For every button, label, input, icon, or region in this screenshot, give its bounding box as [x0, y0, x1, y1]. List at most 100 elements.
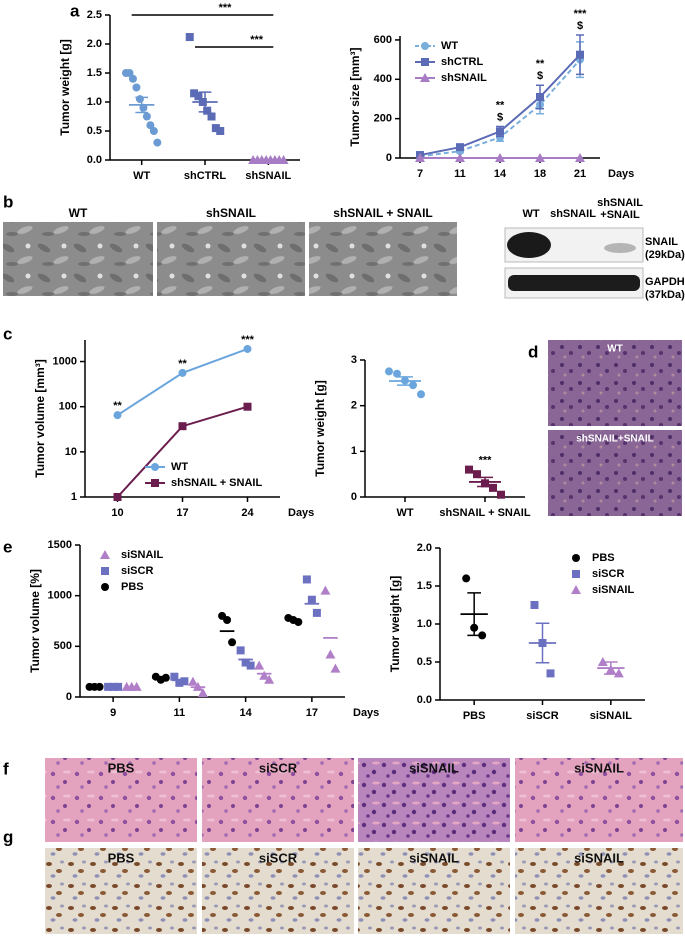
legend-label: siSCR — [592, 568, 624, 580]
point — [246, 661, 255, 670]
y-tick-label: 10 — [65, 446, 77, 458]
legend-label: shSNAIL + SNAIL — [171, 477, 262, 489]
x-tick-label: 11 — [174, 707, 186, 719]
point — [415, 153, 425, 162]
y-tick-label: 1 — [71, 491, 77, 503]
y-tick-label: 0.5 — [87, 125, 102, 137]
legend-label: shSNAIL — [441, 72, 487, 84]
point — [207, 112, 216, 121]
point — [223, 615, 232, 624]
legend-marker — [100, 550, 110, 559]
point — [203, 106, 212, 115]
point — [190, 89, 199, 98]
image-label: shSNAIL — [206, 206, 256, 220]
x-axis-label: Days — [353, 707, 379, 719]
significance: ** — [113, 400, 122, 412]
panel-label: d — [528, 342, 538, 361]
image-label: shSNAIL + SNAIL — [333, 206, 432, 220]
panel-g: PBS siSCR siSNAIL siSNAIL — [45, 848, 683, 934]
x-axis-label: Days — [608, 168, 634, 180]
y-tick-label: 1.0 — [87, 96, 102, 108]
x-tick-label: 9 — [110, 707, 116, 719]
significance: $ — [577, 20, 583, 32]
point — [307, 595, 316, 604]
lane-label: shSNAIL — [597, 197, 643, 209]
point — [385, 367, 393, 376]
point — [236, 646, 245, 655]
y-axis-label: Tumor volume [%] — [28, 569, 42, 673]
legend-marker — [572, 570, 580, 578]
y-tick-label: 200 — [374, 113, 392, 125]
panel-label: g — [3, 827, 13, 846]
point — [497, 490, 505, 499]
legend-label: PBS — [121, 581, 144, 593]
x-tick-label: 10 — [111, 507, 123, 519]
point — [325, 649, 336, 659]
point — [536, 93, 544, 101]
micrograph — [45, 848, 197, 934]
point — [187, 676, 198, 686]
y-tick-label: 0 — [66, 691, 72, 703]
legend-marker — [151, 463, 159, 471]
x-tick-label: shSNAIL — [245, 170, 291, 182]
point — [465, 465, 473, 474]
micrograph — [309, 222, 457, 296]
point — [132, 83, 141, 92]
significance: *** — [250, 34, 264, 46]
point — [149, 127, 158, 135]
point — [478, 631, 487, 640]
image-label: WT — [69, 206, 88, 220]
legend-label: PBS — [592, 552, 615, 564]
point — [146, 121, 155, 130]
point — [243, 344, 252, 353]
y-tick-label: 3 — [351, 354, 357, 366]
point — [178, 368, 187, 377]
y-tick-label: 400 — [374, 73, 392, 85]
point — [530, 601, 539, 609]
point — [185, 33, 194, 42]
significance: ** — [178, 358, 187, 370]
panel-f: PBS siSCR siSNAIL siSNAIL — [45, 758, 683, 842]
point — [576, 50, 584, 59]
x-tick-label: 17 — [306, 707, 318, 719]
micrograph — [358, 848, 510, 934]
legend-label: shCTRL — [441, 56, 483, 68]
point — [473, 470, 481, 479]
band-label: (29kDa) — [645, 249, 685, 261]
error-bar — [535, 622, 550, 664]
error-bar — [467, 592, 481, 637]
point — [613, 668, 624, 678]
y-tick-label: 1.0 — [417, 618, 432, 630]
point — [597, 657, 608, 666]
point — [575, 153, 585, 162]
point — [113, 493, 122, 501]
error-bar — [397, 376, 413, 386]
y-axis-label: Tumor weight [g] — [313, 380, 327, 476]
micrograph — [358, 758, 510, 842]
point — [455, 153, 465, 162]
point — [330, 663, 341, 673]
point — [135, 95, 144, 104]
x-tick-label: siSNAIL — [590, 710, 632, 722]
image-label: PBS — [108, 760, 135, 775]
significance: *** — [574, 8, 588, 20]
legend-label: WT — [441, 40, 458, 52]
band-label: (37kDa) — [645, 289, 685, 301]
point — [496, 127, 504, 136]
x-tick-label: 14 — [240, 707, 253, 719]
legend-marker — [101, 583, 109, 591]
panel-label: c — [3, 324, 12, 343]
image-label: PBS — [108, 850, 135, 865]
y-axis-label: Tumor weight [g] — [388, 576, 402, 672]
y-axis-label: Tumor size [mm³] — [348, 47, 362, 146]
point — [264, 674, 275, 684]
image-label: siSCR — [259, 850, 298, 865]
error-bar — [604, 661, 618, 675]
x-tick-label: PBS — [463, 710, 486, 722]
point — [546, 669, 555, 678]
significance: $ — [497, 111, 503, 123]
y-tick-label: 0.0 — [87, 154, 102, 166]
x-tick-label: WT — [133, 170, 150, 182]
point — [125, 69, 134, 77]
